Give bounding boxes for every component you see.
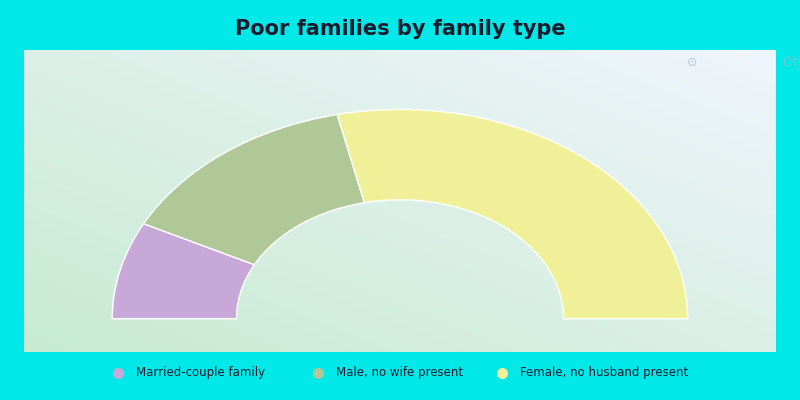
Text: Male, no wife present: Male, no wife present: [336, 366, 463, 380]
Wedge shape: [338, 110, 688, 319]
Wedge shape: [144, 114, 364, 265]
Text: ⊙: ⊙: [686, 56, 697, 69]
Text: Female, no husband present: Female, no husband present: [520, 366, 688, 380]
Text: Married-couple family: Married-couple family: [136, 366, 265, 380]
Text: City-Data.com: City-Data.com: [782, 56, 800, 69]
Text: Poor families by family type: Poor families by family type: [234, 19, 566, 39]
Wedge shape: [112, 224, 254, 319]
